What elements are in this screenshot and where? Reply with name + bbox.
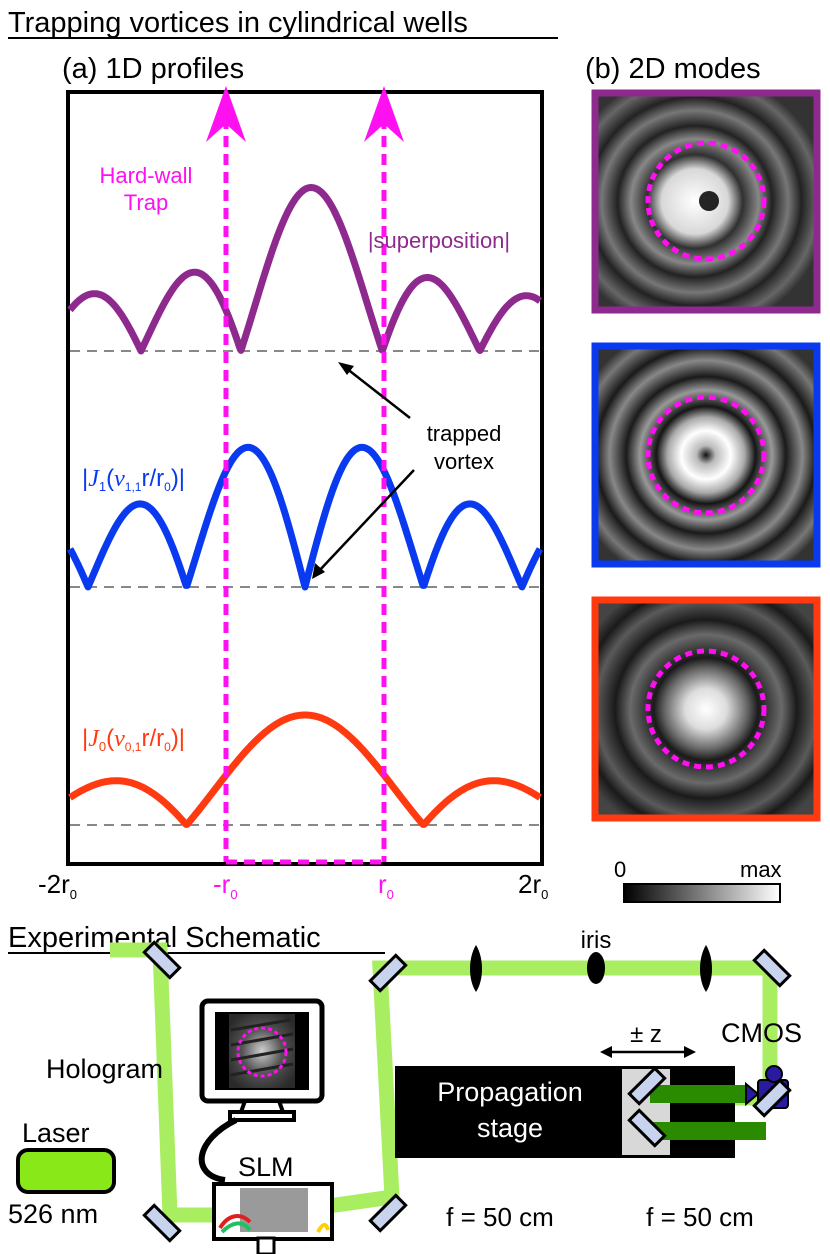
- pm-z-label: ± z: [630, 1021, 662, 1048]
- trap-ring: [645, 140, 767, 262]
- pm-z-arrow: [600, 1046, 696, 1058]
- profiles-plot: Hard-wall Trap |superposition| trapped v…: [38, 86, 548, 902]
- trap-arrow-left: [206, 86, 246, 142]
- slm-icon: [212, 1182, 334, 1254]
- mirror-icons: [142, 940, 792, 1243]
- figure-title: Trapping vortices in cylindrical wells: [8, 7, 468, 39]
- monitor-icon: [199, 998, 325, 1122]
- hard-wall-trap: [206, 86, 404, 865]
- trapped-label-1: trapped: [427, 421, 502, 446]
- colorbar-min-label: 0: [614, 857, 626, 882]
- mode-superposition: [591, 89, 821, 314]
- vortex-core: [699, 191, 719, 211]
- stage-beam-top: [650, 1085, 746, 1103]
- stage-label-1: Propagation: [437, 1077, 583, 1107]
- trap-arrow-right: [364, 86, 404, 142]
- panel-a-label: (a) 1D profiles: [62, 53, 244, 85]
- propagation-stage: [395, 1066, 735, 1158]
- trapped-arrow-upper: [338, 362, 411, 419]
- lens-1-label: f = 50 cm: [446, 1202, 554, 1232]
- colorbar-max-label: max: [740, 857, 782, 882]
- wavelength-label: 526 nm: [8, 1199, 98, 1229]
- xtick-r0: r0: [378, 869, 394, 902]
- slm-label: SLM: [238, 1152, 294, 1182]
- trapped-label-2: vortex: [434, 449, 494, 474]
- laser-icon: [16, 1148, 116, 1194]
- colorbar: 0 max: [614, 857, 782, 903]
- lens-2-icon: [700, 945, 712, 992]
- superposition-curve: [67, 184, 543, 355]
- j1-curve: [66, 443, 544, 591]
- colorbar-gradient: [623, 883, 781, 903]
- iris-icon: [587, 952, 605, 984]
- monitor-cable: [198, 1117, 238, 1183]
- lens-2-label: f = 50 cm: [646, 1202, 754, 1232]
- trapped-arrow-lower: [312, 469, 415, 579]
- iris-label: iris: [581, 927, 612, 954]
- hologram-label: Hologram: [46, 1054, 163, 1084]
- cmos-label: CMOS: [721, 1018, 802, 1048]
- stage-beam-bottom: [650, 1122, 766, 1140]
- laser-label: Laser: [22, 1118, 90, 1148]
- j0-curve: [67, 711, 543, 828]
- xtick-2r0: 2r0: [518, 869, 548, 902]
- xtick-minus-r0: -r0: [213, 869, 238, 902]
- trap-ring: [645, 648, 767, 770]
- mode-j1: [591, 342, 821, 568]
- mode-j0: [591, 596, 821, 822]
- stage-label-2: stage: [477, 1113, 543, 1143]
- trap-ring: [645, 394, 767, 516]
- xtick-minus-2r0: -2r0: [38, 869, 77, 902]
- lens-1-icon: [470, 945, 482, 992]
- hard-wall-label-2: Trap: [124, 190, 168, 215]
- panel-b-label: (b) 2D modes: [585, 53, 761, 85]
- j1-label: |J1(ν1,1r/r0)|: [82, 465, 185, 494]
- hard-wall-label-1: Hard-wall: [100, 163, 193, 188]
- superposition-label: |superposition|: [368, 228, 510, 253]
- j0-label: |J0(ν0,1r/r0)|: [82, 725, 185, 754]
